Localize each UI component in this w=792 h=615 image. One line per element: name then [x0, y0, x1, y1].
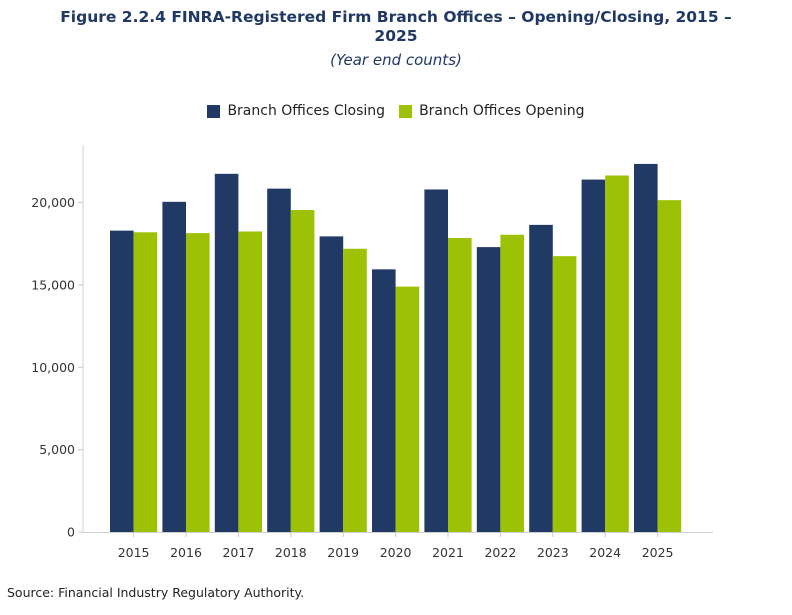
bar-chart: 0 5,000 10,000 15,000 20,000 2015 2016 2017 2018…	[31, 145, 713, 560]
x-tick-label: 2022	[484, 545, 516, 560]
bar-closing	[162, 201, 186, 533]
x-tick-label: 2025	[642, 545, 674, 560]
legend-label-closing: Branch Offices Closing	[227, 103, 386, 119]
bar-closing	[372, 269, 396, 532]
bar-opening	[552, 256, 577, 532]
legend-item-closing: Branch Offices Closing	[207, 103, 385, 119]
chart-title: Figure 2.2.4 FINRA-Registered Firm Branc…	[60, 8, 732, 45]
bar-opening	[500, 234, 524, 532]
legend: Branch Offices Closing Branch Offices Op…	[0, 103, 792, 119]
bar-closing	[267, 188, 291, 532]
bar-opening	[238, 231, 262, 532]
bar-closing	[581, 179, 606, 532]
bar-closing	[634, 163, 658, 532]
bar-closing	[319, 236, 344, 532]
source-note: Source: Financial Industry Regulatory Au…	[7, 585, 305, 600]
legend-item-opening: Branch Offices Opening	[399, 103, 585, 119]
chart-subtitle: (Year end counts)	[330, 51, 462, 69]
y-tick-label: 10,000	[31, 360, 75, 375]
bar-closing	[214, 173, 239, 532]
bar-opening	[133, 232, 158, 532]
bar-closing	[424, 189, 448, 532]
bar-closing	[476, 247, 501, 533]
bar-opening	[290, 210, 315, 532]
bar-opening	[657, 200, 682, 532]
legend-swatch-opening	[399, 104, 413, 118]
x-tick-label: 2023	[537, 545, 569, 560]
y-tick-label: 20,000	[31, 195, 75, 210]
y-tick-label: 0	[67, 525, 75, 540]
x-tick-label: 2015	[118, 545, 150, 560]
x-tick-label: 2016	[170, 545, 202, 560]
x-tick-label: 2018	[275, 545, 307, 560]
x-tick-label: 2020	[380, 545, 412, 560]
bar-opening	[343, 248, 367, 532]
y-tick-label: 5,000	[39, 442, 75, 457]
legend-label-opening: Branch Offices Opening	[419, 103, 585, 119]
x-tick-label: 2021	[432, 545, 464, 560]
x-tick-label: 2017	[222, 545, 254, 560]
x-tick-label: 2024	[589, 545, 621, 560]
bar-opening	[395, 286, 420, 532]
bar-opening	[605, 175, 629, 533]
legend-swatch-closing	[207, 104, 221, 118]
bar-closing	[529, 224, 553, 532]
x-tick-label: 2019	[327, 545, 359, 560]
bar-opening	[186, 233, 210, 532]
y-tick-label: 15,000	[31, 277, 75, 292]
bar-opening	[448, 238, 472, 532]
bar-closing	[110, 230, 134, 533]
